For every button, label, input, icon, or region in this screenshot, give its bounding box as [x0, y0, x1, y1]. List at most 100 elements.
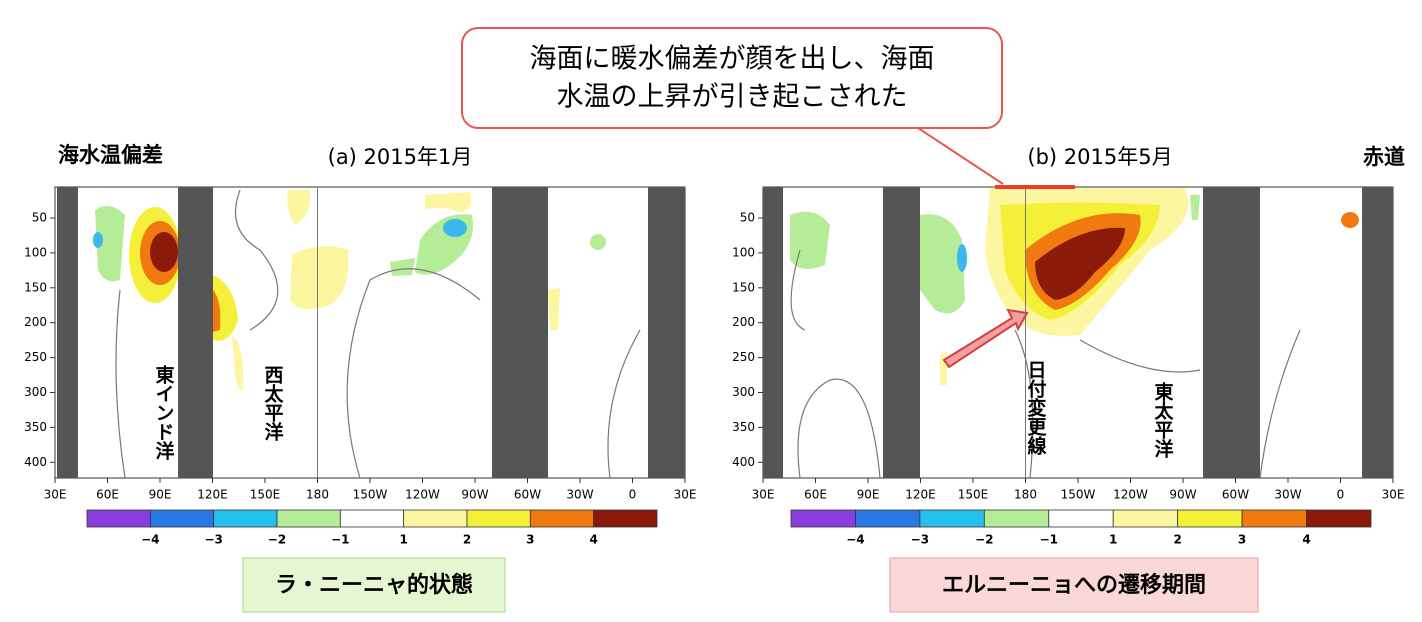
- caption-box: [889, 557, 1259, 613]
- y-tick-label: 400: [732, 455, 755, 469]
- colorbar-label: −4: [141, 533, 159, 547]
- land-mask: [648, 187, 685, 478]
- y-tick-label: 350: [24, 420, 47, 434]
- contour-fill: [443, 219, 467, 237]
- x-tick-label: 30W: [1274, 488, 1301, 502]
- land-mask: [1203, 187, 1260, 478]
- x-tick-label: 180: [1014, 488, 1037, 502]
- contour-fill: [920, 214, 965, 314]
- contour-fill: [150, 232, 178, 272]
- colorbar-cell: [1177, 509, 1243, 528]
- x-tick-label: 180: [306, 488, 329, 502]
- x-tick-label: 120W: [405, 488, 440, 502]
- caption: エルニーニョへの遷移期間: [942, 572, 1206, 598]
- colorbar-label: −1: [1040, 533, 1058, 547]
- colorbar-cell: [466, 509, 531, 528]
- panel-title: (b) 2015年5月: [1027, 145, 1172, 169]
- colorbar-cell: [1112, 509, 1179, 528]
- contour-fill: [1341, 212, 1359, 228]
- contour-fill: [287, 190, 311, 225]
- land-mask: [883, 187, 920, 478]
- equator-label: 赤道: [1363, 145, 1405, 169]
- x-tick-label: 30W: [566, 488, 593, 502]
- colorbar-cell: [919, 509, 985, 528]
- y-tick-label: 50: [740, 211, 755, 225]
- land-mask: [1362, 187, 1393, 478]
- callout-text: 水温の上昇が引き起こされた: [557, 82, 908, 113]
- panel-a-plot: 東インド洋 西太平洋: [54, 186, 686, 479]
- colorbar-label: 4: [1302, 533, 1310, 547]
- y-tick-label: 200: [732, 315, 755, 329]
- x-tick-label: 90W: [1169, 488, 1196, 502]
- x-tick-label: 90W: [461, 488, 488, 502]
- y-tick-label: 250: [24, 350, 47, 364]
- land-mask: [57, 187, 78, 478]
- land-mask: [492, 187, 548, 478]
- contour-fill: [1190, 195, 1200, 220]
- x-tick-label: 30E: [752, 488, 775, 502]
- x-tick-label: 150W: [353, 488, 388, 502]
- colorbar-cell: [790, 509, 856, 528]
- colorbar-label: −1: [331, 533, 349, 547]
- land-mask: [178, 187, 213, 478]
- arrow: [942, 308, 1029, 369]
- contour-fill: [232, 335, 244, 391]
- colorbar-cell: [1306, 509, 1372, 528]
- x-tick-label: 150W: [1061, 488, 1096, 502]
- colorbar-cell: [339, 509, 405, 528]
- colorbar-label: −2: [268, 533, 286, 547]
- y-tick-label: 300: [732, 385, 755, 399]
- colorbar-label: 2: [1173, 533, 1181, 547]
- colorbar-label: 2: [463, 533, 471, 547]
- panel-b-plot: 日付変更線 東太平洋: [762, 185, 1394, 479]
- colorbar-cell: [983, 509, 1050, 528]
- contour-fill: [957, 244, 967, 272]
- colorbar-cell: [593, 509, 658, 528]
- colorbar-label: 1: [1109, 533, 1117, 547]
- colorbar-cell: [276, 509, 341, 528]
- colorbar-label: −2: [975, 533, 993, 547]
- y-tick-label: 400: [24, 455, 47, 469]
- colorbar-cell: [1048, 509, 1114, 528]
- figure-title: 海水温偏差: [58, 143, 163, 167]
- y-tick-label: 150: [24, 280, 47, 294]
- x-tick-label: 30E: [674, 488, 697, 502]
- contour-line: [790, 249, 1301, 479]
- colorbar-label: −4: [846, 533, 864, 547]
- land-mask: [763, 187, 783, 478]
- x-tick-label: 120E: [905, 488, 936, 502]
- contour-fill: [1035, 227, 1125, 300]
- colorbar-label: −3: [204, 533, 222, 547]
- contour-fill: [290, 246, 349, 309]
- caption: ラ・ニーニャ的状態: [275, 572, 473, 598]
- contour-fill: [93, 232, 103, 248]
- colorbar-label: 4: [589, 533, 597, 547]
- x-tick-label: 120W: [1113, 488, 1148, 502]
- region-label: 東太平洋: [1152, 381, 1174, 459]
- x-tick-label: 30E: [44, 488, 67, 502]
- contour-fill: [548, 288, 560, 330]
- colorbar-label: −3: [911, 533, 929, 547]
- y-tick-label: 250: [732, 350, 755, 364]
- y-tick-label: 350: [732, 420, 755, 434]
- y-tick-label: 150: [732, 280, 755, 294]
- x-tick-label: 150E: [958, 488, 989, 502]
- panel-title: (a) 2015年1月: [328, 145, 473, 169]
- x-tick-label: 60E: [804, 488, 827, 502]
- x-tick-label: 150E: [250, 488, 281, 502]
- region-label: 日付変更線: [1025, 360, 1047, 456]
- colorbar-cell: [403, 509, 468, 528]
- x-tick-label: 60W: [514, 488, 541, 502]
- y-tick-label: 200: [24, 315, 47, 329]
- x-tick-label: 60E: [96, 488, 119, 502]
- callout-pointer: [914, 125, 1004, 185]
- contour-fill: [95, 206, 125, 282]
- callout-box: [461, 27, 1003, 129]
- colorbar-cell: [149, 509, 215, 528]
- colorbar-cell: [855, 509, 921, 528]
- y-tick-label: 100: [24, 245, 47, 259]
- contour-fill: [790, 211, 830, 269]
- region-label: 西太平洋: [262, 365, 284, 442]
- caption-box: [242, 557, 506, 613]
